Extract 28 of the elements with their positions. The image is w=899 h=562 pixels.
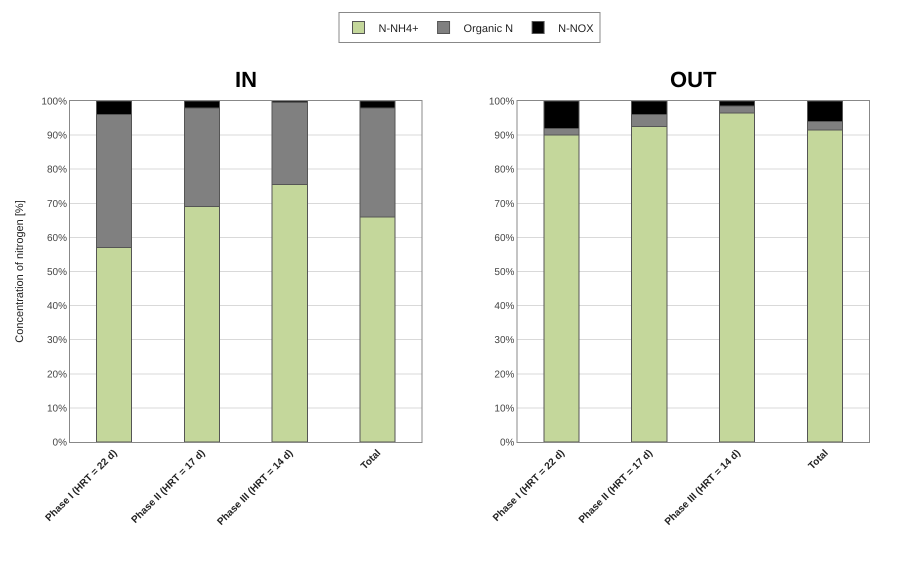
y-tick-label: 0% xyxy=(500,438,515,448)
legend-label: Organic N xyxy=(464,22,514,35)
y-tick-label: 100% xyxy=(41,96,68,108)
chart-title: OUT xyxy=(670,67,717,92)
y-tick-label: 70% xyxy=(494,198,515,210)
y-tick-label: 0% xyxy=(52,438,68,448)
y-tick-label: 70% xyxy=(46,198,68,210)
y-tick-label: 100% xyxy=(488,96,515,108)
y-tick-label: 10% xyxy=(494,403,515,414)
y-tick-label: 40% xyxy=(494,301,515,312)
y-tick-label: 20% xyxy=(46,369,68,380)
y-tick-label: 40% xyxy=(46,301,68,312)
y-tick-label: 80% xyxy=(46,164,68,176)
y-tick-label: 60% xyxy=(46,232,68,244)
y-axis-title: Concentration of nitrogen [%] xyxy=(14,200,26,343)
y-tick-label: 30% xyxy=(494,335,515,346)
y-tick-label: 80% xyxy=(494,164,515,176)
y-tick-label: 50% xyxy=(46,267,68,278)
y-tick-label: 20% xyxy=(494,369,515,380)
legend-label: N-NOX xyxy=(558,22,594,35)
y-tick-label: 60% xyxy=(494,232,515,244)
chart-title: IN xyxy=(235,67,257,92)
y-tick-label: 30% xyxy=(46,335,68,346)
y-tick-label: 90% xyxy=(494,130,515,142)
y-tick-label: 10% xyxy=(46,403,68,414)
y-tick-label: 50% xyxy=(494,267,515,278)
y-tick-label: 90% xyxy=(46,130,68,142)
legend-label: N-NH4+ xyxy=(378,22,419,35)
